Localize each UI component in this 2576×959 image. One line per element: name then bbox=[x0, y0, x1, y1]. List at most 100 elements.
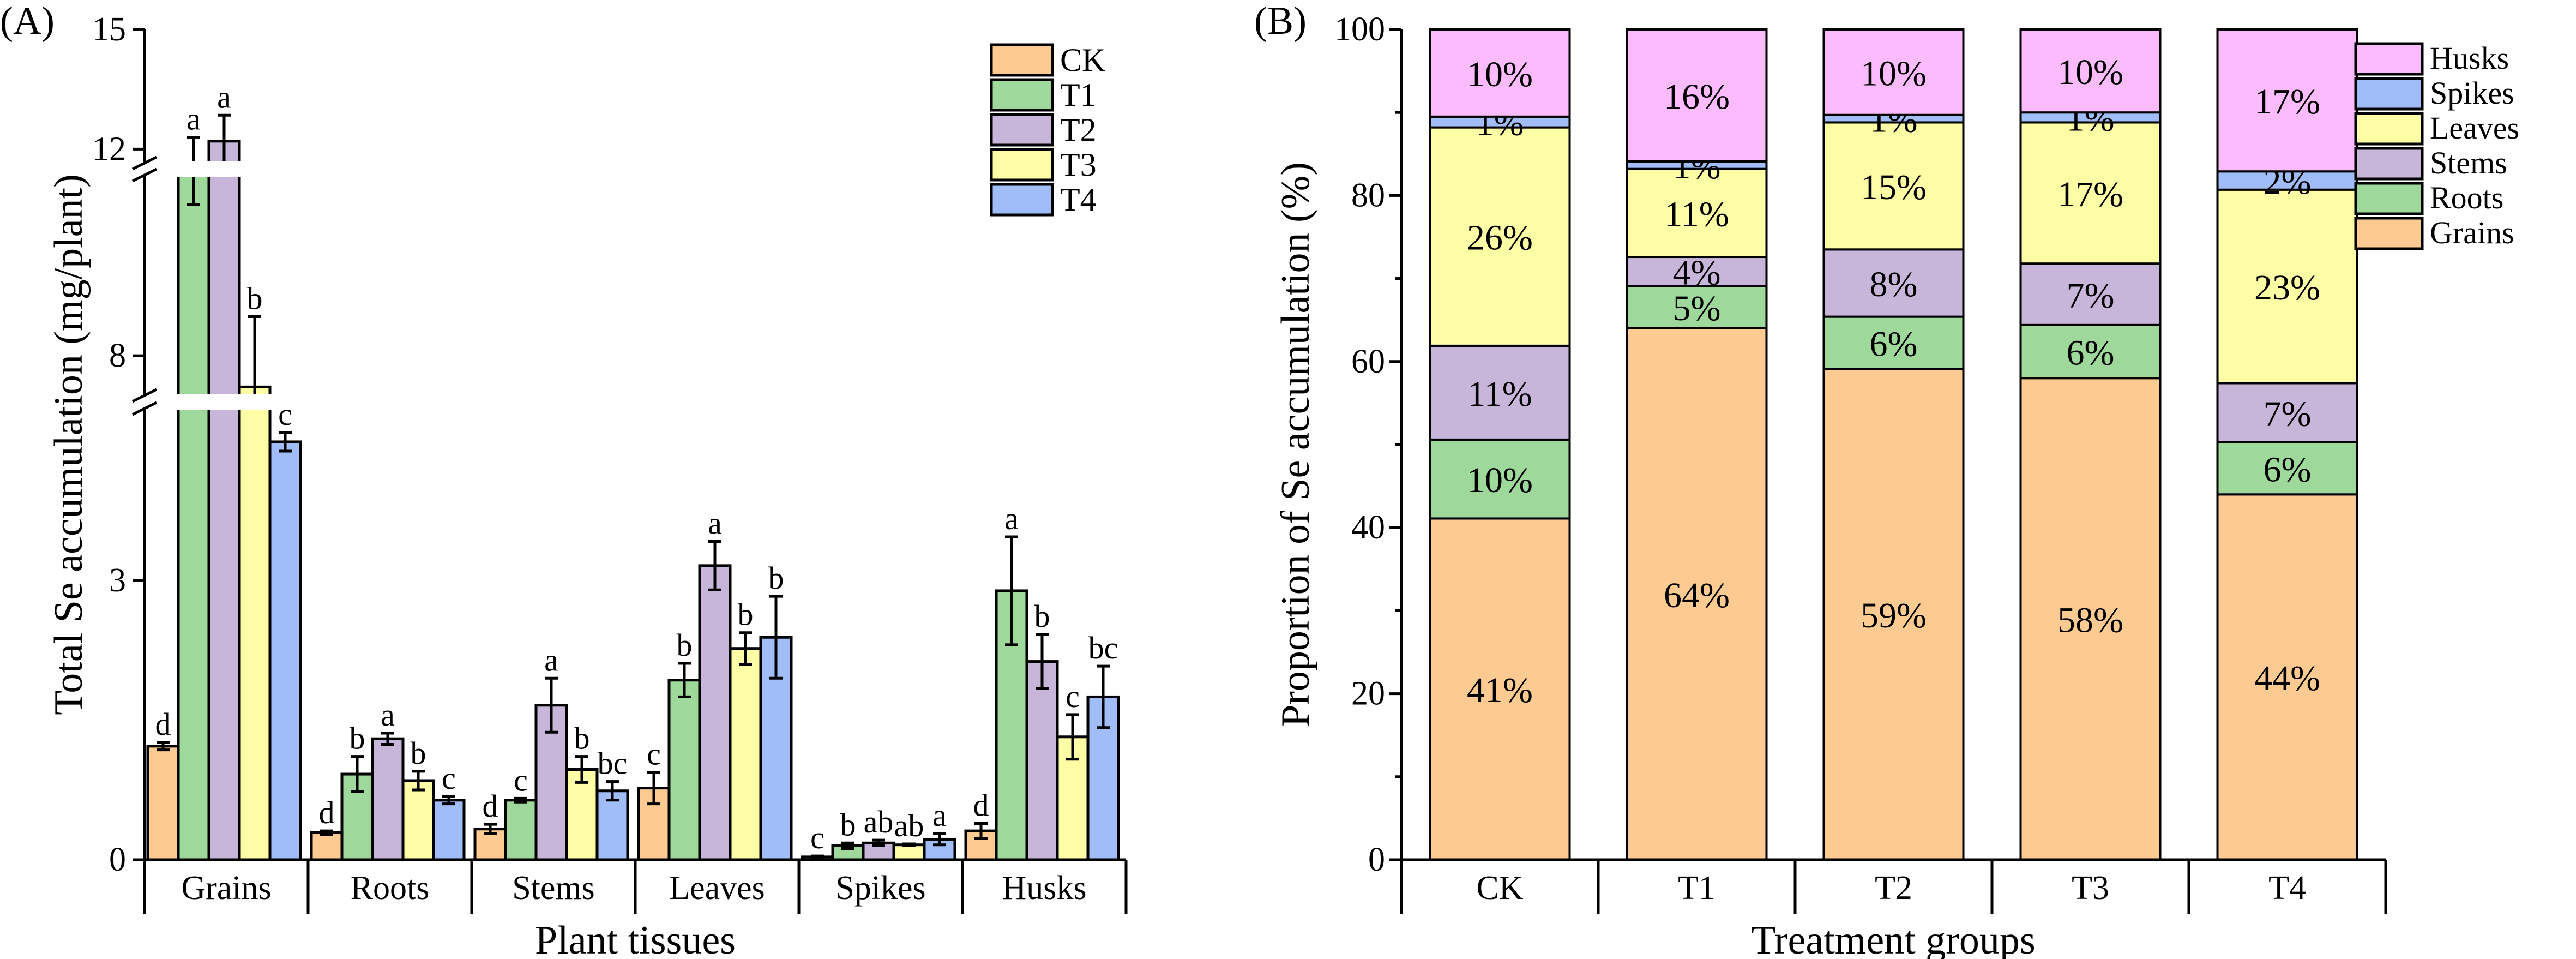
significance-letter: d bbox=[973, 787, 989, 823]
stacked-segment-husks-t1 bbox=[1626, 28, 1768, 163]
panel-a-x-axis-title: Plant tissues bbox=[535, 918, 736, 959]
error-bar bbox=[769, 595, 783, 680]
significance-letter: a bbox=[708, 506, 722, 541]
legend-label: T1 bbox=[1060, 77, 1097, 113]
segment-label: 10% bbox=[1861, 53, 1927, 93]
legend-swatch-leaves bbox=[2354, 112, 2424, 146]
y-tick-label: 0 bbox=[109, 841, 126, 878]
segment-label: 59% bbox=[1861, 596, 1927, 636]
bar-t1-stems bbox=[504, 799, 538, 861]
legend-swatch-roots bbox=[2354, 182, 2424, 215]
error-bar bbox=[442, 795, 455, 806]
significance-letter: c bbox=[810, 820, 824, 855]
significance-letter: a bbox=[381, 697, 395, 733]
x-tick-label: T2 bbox=[1875, 870, 1912, 907]
stacked-segment-stems-t4 bbox=[2216, 382, 2358, 443]
segment-label: 10% bbox=[2057, 52, 2123, 92]
segment-label: 10% bbox=[1467, 55, 1533, 94]
significance-letter: a bbox=[1004, 501, 1019, 536]
error-bar bbox=[1036, 633, 1049, 690]
significance-letter: b bbox=[738, 597, 754, 632]
legend-label: Stems bbox=[2430, 145, 2507, 181]
significance-letter: c bbox=[442, 760, 456, 796]
y-tick-label: 80 bbox=[1351, 177, 1385, 214]
stacked-segment-grains-t1 bbox=[1626, 327, 1768, 861]
segment-label: 26% bbox=[1467, 218, 1533, 258]
legend-swatch-stems bbox=[2354, 147, 2424, 181]
axis-break-gap bbox=[142, 395, 148, 409]
panel-a-y-axis-title: Total Se accumulation (mg/plant) bbox=[46, 174, 91, 715]
stacked-segment-husks-ck bbox=[1429, 28, 1571, 118]
legend-swatch-t3 bbox=[990, 148, 1054, 182]
panel-b-x-axis-title: Treatment groups bbox=[1751, 918, 2035, 959]
y-tick-label: 60 bbox=[1351, 343, 1385, 380]
bar-t1-leaves bbox=[667, 679, 701, 861]
stacked-segment-leaves-t2 bbox=[1822, 121, 1965, 251]
significance-letter: c bbox=[514, 762, 528, 798]
significance-letter: a bbox=[217, 79, 231, 115]
panel-b-label: (B) bbox=[1254, 0, 1307, 43]
error-bar bbox=[872, 838, 885, 847]
error-bar bbox=[412, 770, 425, 792]
bar-t1-grains bbox=[177, 164, 210, 861]
significance-letter: d bbox=[155, 706, 171, 742]
significance-letter: d bbox=[319, 795, 335, 830]
segment-label: 15% bbox=[1861, 167, 1927, 207]
legend-label: Spikes bbox=[2430, 75, 2514, 111]
legend-label: CK bbox=[1060, 42, 1105, 78]
significance-letter: b bbox=[840, 807, 856, 842]
error-bar bbox=[708, 540, 721, 591]
bar-ck-roots bbox=[310, 831, 344, 861]
error-bar bbox=[320, 829, 333, 836]
stacked-segment-husks-t3 bbox=[2019, 28, 2162, 114]
segment-label: 11% bbox=[1467, 374, 1532, 414]
bar-t2-roots bbox=[371, 737, 405, 861]
y-tick-label: 20 bbox=[1351, 675, 1385, 712]
significance-letter: ab bbox=[864, 804, 894, 840]
error-bar bbox=[974, 822, 988, 840]
bar-t3-grains bbox=[238, 385, 272, 861]
x-tick-label: Leaves bbox=[669, 870, 765, 907]
error-bar bbox=[545, 676, 558, 734]
x-tick-label: Stems bbox=[512, 870, 595, 907]
error-bar bbox=[351, 755, 364, 793]
significance-letter: c bbox=[647, 736, 661, 772]
significance-letter: a bbox=[932, 798, 947, 833]
stacked-segment-stems-t2 bbox=[1822, 248, 1965, 318]
axis-break-gap bbox=[147, 394, 310, 410]
x-tick-label: Roots bbox=[351, 870, 430, 907]
legend-swatch-spikes bbox=[2354, 77, 2424, 111]
stacked-segment-stems-t3 bbox=[2019, 262, 2162, 326]
error-bar bbox=[157, 741, 170, 752]
x-tick-label: T1 bbox=[1678, 870, 1716, 907]
error-bar bbox=[1005, 535, 1018, 646]
stacked-segment-roots-t1 bbox=[1626, 285, 1768, 329]
stacked-segment-roots-t3 bbox=[2019, 323, 2162, 380]
error-bar bbox=[647, 771, 660, 806]
axis-break-mark bbox=[131, 388, 158, 416]
significance-letter: ab bbox=[894, 808, 924, 843]
segment-label: 17% bbox=[2254, 82, 2320, 122]
segment-label: 64% bbox=[1664, 576, 1730, 615]
axis-break-mark bbox=[131, 155, 158, 183]
panel-b-chart: (B) Treatment groups Proportion of Se ac… bbox=[1254, 0, 2519, 959]
y-tick-label: 15 bbox=[92, 11, 126, 48]
legend-swatch-grains bbox=[2354, 217, 2424, 250]
legend-label: T4 bbox=[1060, 182, 1097, 218]
legend-swatch-t1 bbox=[990, 78, 1054, 112]
legend-swatch-t4 bbox=[990, 183, 1054, 217]
bar-t2-husks bbox=[1025, 660, 1059, 861]
error-bar bbox=[1097, 664, 1110, 729]
error-bar bbox=[811, 854, 824, 860]
legend-label: Grains bbox=[2430, 215, 2514, 250]
bar-t4-grains bbox=[268, 440, 302, 861]
legend-label: Leaves bbox=[2430, 110, 2519, 146]
error-bar bbox=[484, 823, 497, 835]
y-tick-label: 8 bbox=[109, 337, 126, 374]
error-bar bbox=[514, 796, 527, 804]
stacked-segment-husks-t4 bbox=[2216, 28, 2358, 173]
axis-break-gap bbox=[142, 163, 148, 176]
x-tick-label: Spikes bbox=[835, 870, 925, 907]
stacked-segment-leaves-ck bbox=[1429, 126, 1571, 347]
